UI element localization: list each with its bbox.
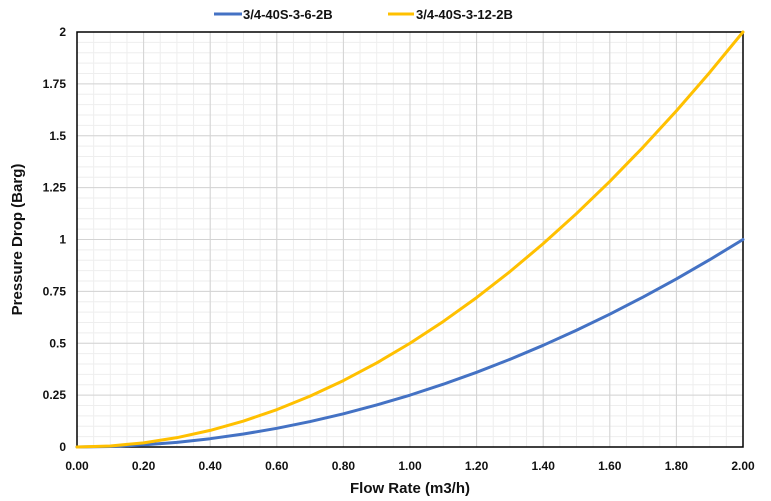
- y-tick-label: 1: [59, 233, 66, 247]
- x-axis-title: Flow Rate (m3/h): [350, 480, 470, 497]
- x-tick-label: 1.40: [532, 459, 556, 473]
- series-line-1: [75, 238, 745, 449]
- y-tick-label: 0.25: [43, 388, 67, 402]
- x-tick-label: 1.60: [598, 459, 622, 473]
- y-axis-title: Pressure Drop (Barg): [9, 164, 26, 316]
- x-tick-label: 1.80: [665, 459, 689, 473]
- x-tick-label: 0.00: [65, 459, 89, 473]
- y-tick-label: 0.75: [43, 284, 67, 298]
- y-tick-label: 1.5: [49, 129, 66, 143]
- x-tick-label: 0.60: [265, 459, 289, 473]
- x-tick-label: 0.80: [332, 459, 356, 473]
- series-line-2: [75, 30, 745, 449]
- legend-label-series-2: 3/4-40S-3-12-2B: [416, 7, 513, 22]
- series-lines: [75, 30, 745, 449]
- x-tick-label: 1.00: [398, 459, 422, 473]
- y-tick-label: 2: [59, 25, 66, 39]
- x-tick-label: 1.20: [465, 459, 489, 473]
- x-tick-label: 0.20: [132, 459, 156, 473]
- y-tick-label: 0.5: [49, 336, 66, 350]
- x-axis-tick-labels: 0.00 0.20 0.40 0.60 0.80 1.00 1.20 1.40 1.60 1.80…: [65, 459, 755, 473]
- x-tick-label: 2.00: [731, 459, 755, 473]
- x-tick-label: 0.40: [199, 459, 223, 473]
- y-tick-label: 1.75: [43, 77, 67, 91]
- y-tick-label: 1.25: [43, 181, 67, 195]
- legend: 3/4-40S-3-6-2B 3/4-40S-3-12-2B: [214, 7, 513, 22]
- y-tick-label: 0: [59, 440, 66, 454]
- legend-label-series-1: 3/4-40S-3-6-2B: [243, 7, 333, 22]
- y-axis-tick-labels: 0 0.25 0.5 0.75 1 1.25 1.5 1.75 2: [43, 25, 67, 454]
